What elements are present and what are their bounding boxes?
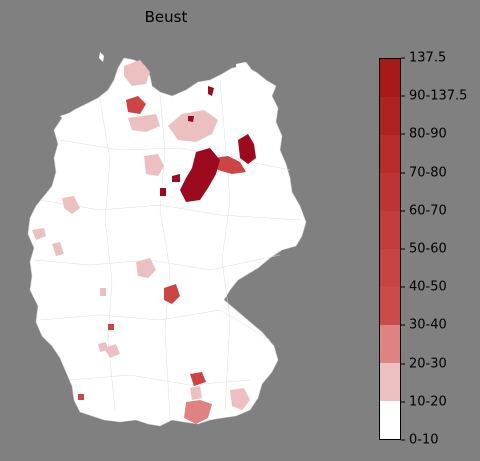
map-title: Beust — [144, 8, 188, 26]
district-light — [124, 60, 150, 86]
colorbar-tick: 80-90 — [401, 127, 447, 142]
colorbar-tick-label: 10-20 — [409, 394, 447, 410]
colorbar-segment — [380, 59, 400, 97]
district-dark — [160, 188, 166, 196]
colorbar-tick: 137.5 — [401, 51, 446, 66]
colorbar-tick-label: 30-40 — [409, 317, 447, 333]
district-light — [144, 154, 164, 176]
district-dark — [188, 116, 194, 122]
district-light — [230, 388, 250, 410]
colorbar-tick-label: 0-10 — [409, 432, 439, 448]
colorbar-tick-label: 80-90 — [409, 126, 447, 142]
district-red — [190, 372, 206, 386]
district-medium — [184, 400, 212, 424]
colorbar-tick: 0-10 — [401, 433, 439, 448]
district-light — [32, 228, 46, 240]
colorbar — [379, 58, 401, 440]
district-red — [214, 156, 246, 174]
district-light — [190, 386, 202, 400]
district-light — [128, 114, 160, 132]
district-red — [126, 96, 146, 114]
colorbar-tick-label: 50-60 — [409, 241, 447, 257]
district-highlights — [32, 60, 256, 424]
colorbar-segment — [380, 287, 400, 325]
district-red — [164, 284, 180, 304]
colorbar-tick-label: 40-50 — [409, 279, 447, 295]
germany-landmass — [27, 57, 307, 427]
colorbar-segment — [380, 325, 400, 363]
colorbar-segment — [380, 249, 400, 287]
district-light — [136, 258, 156, 278]
colorbar-tick-label: 20-30 — [409, 356, 447, 372]
colorbar-tick: 30-40 — [401, 318, 447, 333]
colorbar-segment — [380, 211, 400, 249]
district-red — [108, 324, 114, 330]
colorbar-segment — [380, 363, 400, 401]
island — [60, 112, 76, 120]
district-light — [52, 242, 64, 256]
island — [99, 52, 104, 62]
colorbar-tick-label: 90-137.5 — [409, 88, 468, 104]
choropleth-map — [27, 52, 307, 427]
colorbar-segment — [380, 97, 400, 135]
colorbar-segment — [380, 135, 400, 173]
district-light — [104, 344, 120, 358]
colorbar-tick-label: 70-80 — [409, 165, 447, 181]
colorbar-tick: 50-60 — [401, 242, 447, 257]
district-dark — [180, 148, 220, 202]
district-red — [78, 394, 84, 400]
district-light — [62, 196, 80, 214]
colorbar-tick: 20-30 — [401, 356, 447, 371]
colorbar-tick: 60-70 — [401, 203, 447, 218]
colorbar-segment — [380, 173, 400, 211]
colorbar-tick: 70-80 — [401, 165, 447, 180]
district-dark — [208, 86, 214, 96]
colorbar-tick: 90-137.5 — [401, 89, 467, 104]
district-light — [100, 288, 106, 296]
colorbar-segment — [380, 401, 400, 439]
island — [236, 62, 252, 76]
colorbar-tick: 10-20 — [401, 394, 447, 409]
colorbar-tick-label: 137.5 — [409, 50, 447, 66]
colorbar-ticks: 0-10 10-20 20-30 30-40 40-50 50-60 60-70 70-80 8… — [401, 51, 480, 448]
colorbar-tick-label: 60-70 — [409, 203, 447, 219]
district-dark — [238, 134, 256, 164]
district-dark — [172, 174, 180, 182]
district-light — [168, 110, 218, 142]
colorbar-tick: 40-50 — [401, 280, 447, 295]
